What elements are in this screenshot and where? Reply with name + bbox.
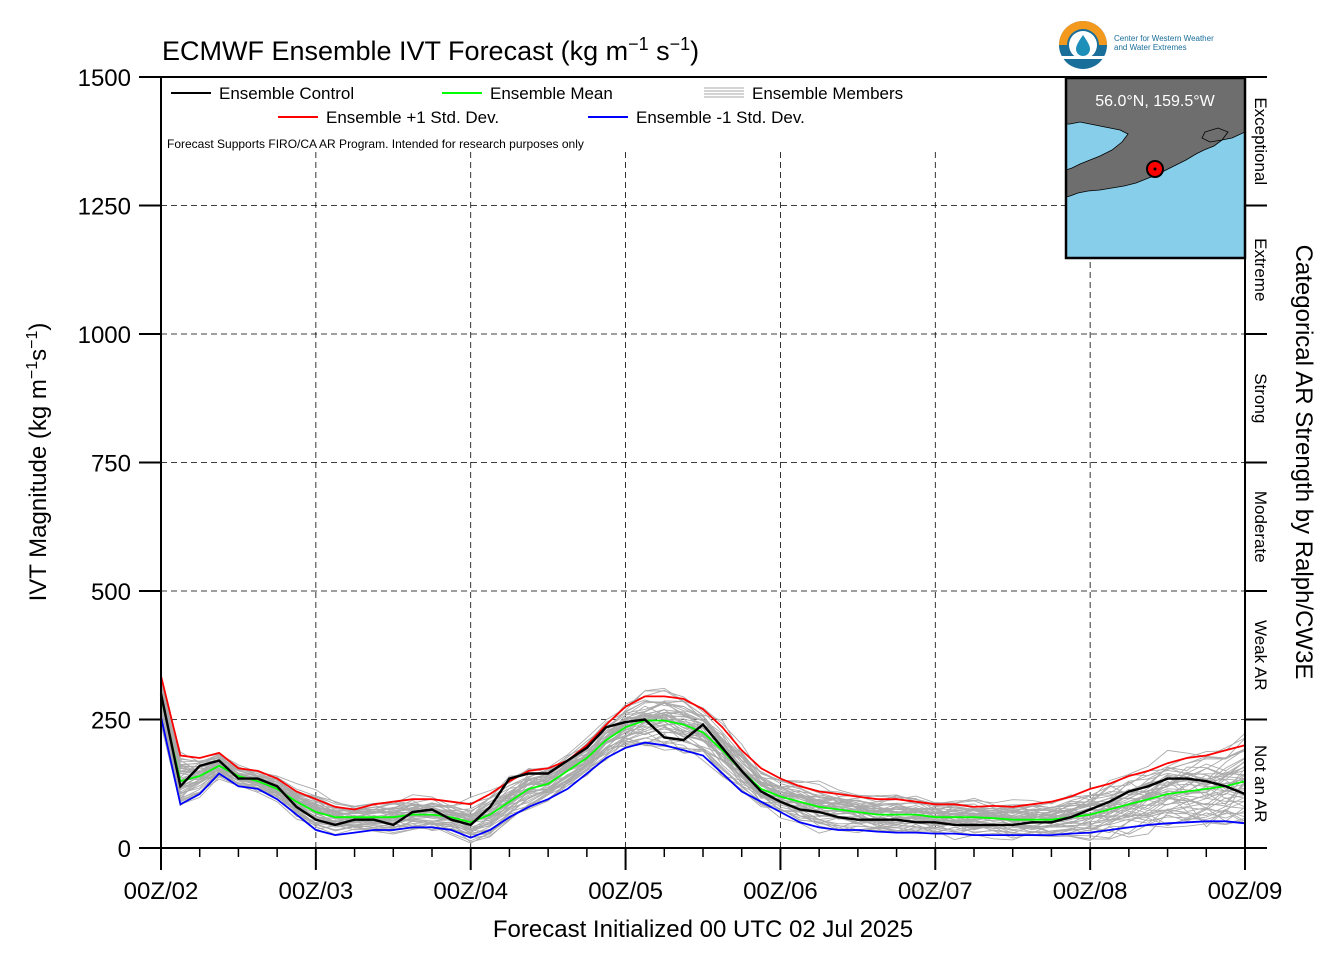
grid-lines bbox=[161, 152, 1245, 848]
ensemble-member-line bbox=[160, 686, 1246, 814]
x-axis-label: Forecast Initialized 00 UTC 02 Jul 2025 bbox=[493, 916, 913, 943]
chart-title: ECMWF Ensemble IVT Forecast (kg m−1 s−1) bbox=[162, 34, 699, 66]
y-tick-label: 1000 bbox=[78, 322, 131, 349]
right-axis-label: Categorical AR Strength by Ralph/CW3E bbox=[1290, 245, 1317, 680]
ensemble-member-line bbox=[160, 706, 1246, 831]
water-drop-icon bbox=[1076, 35, 1090, 56]
plus-std-line bbox=[160, 675, 1246, 811]
legend-label-plus-std: Ensemble +1 Std. Dev. bbox=[326, 108, 499, 127]
category-axis: Exceptional Extreme Strong Moderate Weak AR N… bbox=[1245, 76, 1270, 849]
legend-label-minus-std: Ensemble -1 Std. Dev. bbox=[636, 108, 805, 127]
y-tick-label: 0 bbox=[118, 836, 131, 863]
cw3e-logo: Center for Western Weather and Water Ext… bbox=[1059, 21, 1214, 69]
ensemble-member-line bbox=[160, 714, 1246, 834]
minus-std-line bbox=[160, 716, 1246, 839]
inset-frame bbox=[1064, 76, 1247, 260]
x-tick-label: 00Z/02 bbox=[124, 878, 199, 905]
logo-text-line2: and Water Extremes bbox=[1114, 43, 1187, 52]
legend-label-control: Ensemble Control bbox=[219, 84, 354, 103]
series-lines bbox=[159, 675, 1246, 839]
inset-map: 56.0°N, 159.5°W bbox=[1064, 76, 1247, 260]
x-tick-label: 00Z/06 bbox=[743, 878, 818, 905]
x-tick-label: 00Z/09 bbox=[1208, 878, 1283, 905]
legend-label-members: Ensemble Members bbox=[752, 84, 903, 103]
ensemble-member-line bbox=[160, 683, 1246, 821]
x-tick-label: 00Z/08 bbox=[1053, 878, 1128, 905]
ensemble-member-line bbox=[160, 676, 1246, 809]
y-tick-label: 500 bbox=[91, 579, 131, 606]
x-tick-label: 00Z/04 bbox=[433, 878, 508, 905]
ensemble-member-line bbox=[160, 684, 1246, 813]
logo-wave-icon bbox=[1061, 56, 1105, 59]
legend-swatch-members bbox=[704, 87, 744, 98]
y-axis-label: IVT Magnitude (kg m−1s−1) bbox=[24, 323, 52, 602]
category-label: Extreme bbox=[1251, 238, 1270, 301]
inset-land-island bbox=[1201, 127, 1229, 143]
y-tick-label: 250 bbox=[91, 708, 131, 735]
legend: Ensemble Control Ensemble Mean Ensemble … bbox=[167, 84, 903, 151]
category-label: Moderate bbox=[1251, 491, 1270, 563]
logo-text-line1: Center for Western Weather bbox=[1114, 34, 1214, 43]
legend-label-mean: Ensemble Mean bbox=[490, 84, 613, 103]
y-tick-label: 750 bbox=[91, 451, 131, 478]
category-label: Exceptional bbox=[1251, 97, 1270, 185]
x-tick-label: 00Z/07 bbox=[898, 878, 973, 905]
y-tick-label: 1250 bbox=[78, 194, 131, 221]
inset-land-mainland bbox=[1065, 77, 1246, 198]
ensemble-member-line bbox=[160, 722, 1246, 842]
disclaimer-text: Forecast Supports FIRO/CA AR Program. In… bbox=[167, 137, 584, 151]
control-line bbox=[159, 693, 1246, 827]
category-label: Not an AR bbox=[1251, 745, 1270, 823]
y-tick-label: 1500 bbox=[78, 65, 131, 92]
axes: 0 250 500 750 1000 1250 1500 00Z/02 00Z/03 00Z/04… bbox=[78, 65, 1283, 905]
logo-sun-icon bbox=[1059, 21, 1107, 45]
inset-location-label: 56.0°N, 159.5°W bbox=[1095, 93, 1215, 110]
ensemble-members bbox=[160, 676, 1246, 844]
category-label: Weak AR bbox=[1251, 620, 1270, 691]
x-tick-label: 00Z/05 bbox=[588, 878, 663, 905]
location-marker-dot-icon bbox=[1153, 167, 1157, 171]
ensemble-member-line bbox=[160, 700, 1246, 819]
category-label: Strong bbox=[1251, 373, 1270, 423]
x-tick-label: 00Z/03 bbox=[278, 878, 353, 905]
